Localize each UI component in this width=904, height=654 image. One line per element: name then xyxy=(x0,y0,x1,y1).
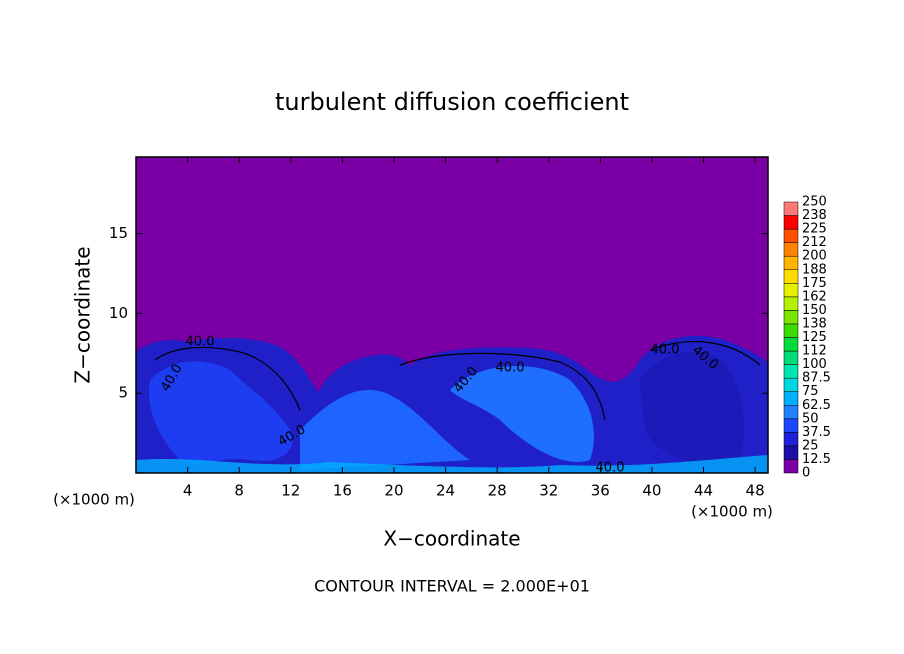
x-tick-label: 12 xyxy=(281,482,300,500)
colorbar-label: 175 xyxy=(802,276,827,291)
field-blob xyxy=(450,366,594,462)
contour-label: 40.0 xyxy=(496,361,525,376)
x-tick-label: 8 xyxy=(234,482,244,500)
colorbar-label: 0 xyxy=(802,466,810,481)
field: 40.040.040.040.0 40.040.0 40.040.0 xyxy=(136,157,768,476)
colorbar-label: 162 xyxy=(802,289,827,304)
footer-note: CONTOUR INTERVAL = 2.000E+01 xyxy=(314,577,590,596)
colorbar-segment xyxy=(783,459,799,474)
colorbar-label: 37.5 xyxy=(802,425,831,440)
x-tick-label: 32 xyxy=(539,482,558,500)
y-tick-label: 5 xyxy=(118,384,128,402)
chart-title: turbulent diffusion coefficient xyxy=(275,88,629,116)
colorbar-label: 75 xyxy=(802,384,819,399)
colorbar-segment xyxy=(783,201,799,216)
colorbar-label: 25 xyxy=(802,438,819,453)
x-tick-label: 4 xyxy=(183,482,193,500)
colorbar-label: 50 xyxy=(802,411,819,426)
colorbar-segment xyxy=(783,391,799,406)
colorbar-segment xyxy=(783,418,799,433)
x-tick-label: 36 xyxy=(591,482,610,500)
field-blob xyxy=(300,389,470,470)
colorbar-label: 62.5 xyxy=(802,398,831,413)
x-axis-label: X−coordinate xyxy=(383,527,520,551)
y-tick-label: 15 xyxy=(109,224,128,242)
colorbar-segment xyxy=(783,242,799,257)
colorbar-segment xyxy=(783,296,799,311)
colorbar-segment xyxy=(783,445,799,460)
field-blob xyxy=(149,361,293,464)
x-tick-label: 44 xyxy=(694,482,713,500)
colorbar-label: 188 xyxy=(802,262,827,277)
y-tick-label: 10 xyxy=(109,304,128,322)
colorbar-label: 12.5 xyxy=(802,452,831,467)
colorbar-segment xyxy=(783,405,799,420)
x-unit-left: (×1000 m) xyxy=(53,491,135,509)
turbulent-region xyxy=(136,335,768,473)
colorbar-segment xyxy=(783,310,799,325)
colorbar-segment xyxy=(783,215,799,230)
colorbar-segment xyxy=(783,323,799,338)
plot-frame xyxy=(135,156,769,474)
colorbar-segment xyxy=(783,337,799,352)
contour-line xyxy=(154,341,761,421)
colorbar-label: 225 xyxy=(802,222,827,237)
contour-label: 40.0 xyxy=(596,461,625,476)
colorbar-label: 238 xyxy=(802,208,827,223)
x-unit-right: (×1000 m) xyxy=(691,503,773,521)
colorbar-label: 250 xyxy=(802,195,827,210)
colorbar-label: 125 xyxy=(802,330,827,345)
contour-label: 40.0 xyxy=(186,335,215,350)
field-blob xyxy=(640,351,744,464)
colorbar-label: 150 xyxy=(802,303,827,318)
colorbar-label: 212 xyxy=(802,235,827,250)
x-tick-label: 20 xyxy=(384,482,403,500)
colorbar-segment xyxy=(783,255,799,271)
colorbar-segment xyxy=(783,364,799,379)
colorbar-segment xyxy=(783,377,799,392)
colorbar-label: 138 xyxy=(802,316,827,331)
x-tick-label: 24 xyxy=(436,482,455,500)
colorbar-segment xyxy=(783,350,799,365)
field-blob xyxy=(136,455,768,473)
colorbar-label: 200 xyxy=(802,249,827,264)
x-tick-label: 40 xyxy=(642,482,661,500)
colorbar-label: 87.5 xyxy=(802,371,831,386)
colorbar-label: 112 xyxy=(802,344,827,359)
colorbar-segment xyxy=(783,432,799,447)
colorbar-segment xyxy=(783,228,799,243)
contour-label: 40.0 xyxy=(651,343,680,358)
x-tick-label: 28 xyxy=(488,482,507,500)
colorbar-segment xyxy=(783,283,799,298)
y-axis-label: Z−coordinate xyxy=(71,246,95,383)
x-tick-label: 16 xyxy=(333,482,352,500)
x-tick-label: 48 xyxy=(746,482,765,500)
colorbar-segment xyxy=(783,269,799,284)
colorbar-label: 100 xyxy=(802,357,827,372)
